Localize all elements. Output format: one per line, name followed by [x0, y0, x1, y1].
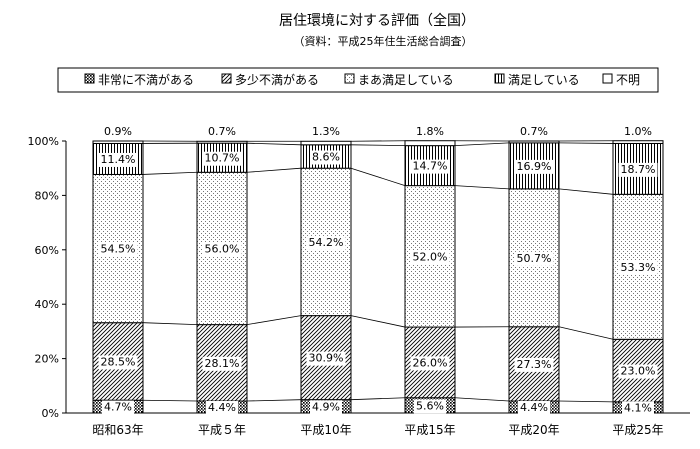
- data-label-3-0: 5.6%: [416, 399, 444, 412]
- data-label-0-3: 11.4%: [101, 153, 136, 166]
- data-label-0-2: 54.5%: [101, 243, 136, 256]
- x-tick-label-2: 平成10年: [300, 423, 351, 437]
- connector-4-0: [559, 401, 613, 402]
- connector-3-3: [455, 143, 509, 146]
- legend: 非常に不満がある 多少不満がある まあ満足している 満足している 不明: [85, 72, 640, 87]
- data-label-2-1: 30.9%: [309, 352, 344, 365]
- y-tick-label-2: 40%: [35, 298, 59, 311]
- data-label-1-2: 56.0%: [205, 242, 240, 255]
- legend-swatch-4: [603, 74, 612, 83]
- bar-segment-1-4: [197, 141, 247, 143]
- data-label-1-1: 28.1%: [205, 357, 240, 370]
- connector-0-1: [143, 323, 197, 325]
- data-label-2-3: 8.6%: [312, 151, 340, 164]
- data-label-0-0: 4.7%: [104, 401, 132, 414]
- connector-1-1: [247, 316, 301, 325]
- chart-title: 居住環境に対する評価（全国）: [279, 12, 475, 29]
- legend-label-3: 満足している: [508, 73, 580, 87]
- connector-1-2: [247, 168, 301, 172]
- data-label-4-4: 0.7%: [520, 125, 548, 138]
- data-label-3-1: 26.0%: [413, 356, 448, 369]
- data-label-1-0: 4.4%: [208, 401, 236, 414]
- x-tick-label-4: 平成20年: [508, 423, 559, 437]
- x-tick-label-1: 平成５年: [198, 423, 246, 437]
- legend-swatch-2: [345, 74, 354, 83]
- bar-segment-4-4: [509, 141, 559, 143]
- connector-2-1: [351, 316, 405, 327]
- connector-0-2: [143, 172, 197, 174]
- data-label-2-4: 1.3%: [312, 125, 340, 138]
- y-tick-label-4: 80%: [35, 189, 59, 202]
- data-label-4-2: 50.7%: [517, 252, 552, 265]
- data-label-5-0: 4.1%: [624, 401, 652, 414]
- y-tick-label-0: 0%: [42, 407, 59, 420]
- data-labels: 4.7% 28.5% 54.5% 11.4% 0.9% 4.4% 28.1% 56.0% 10.…: [99, 125, 658, 415]
- data-label-1-3: 10.7%: [205, 152, 240, 165]
- bars-group: [93, 141, 663, 413]
- legend-swatch-1: [222, 74, 231, 83]
- data-label-3-4: 1.8%: [416, 125, 444, 138]
- legend-label-2: まあ満足している: [358, 73, 454, 87]
- y-tick-label-5: 100%: [28, 135, 59, 148]
- connector-2-4: [351, 141, 405, 142]
- legend-label-0: 非常に不満がある: [98, 72, 194, 87]
- connector-1-0: [247, 400, 301, 401]
- y-tick-label-1: 20%: [35, 353, 59, 366]
- legend-label-1: 多少不満がある: [235, 72, 319, 87]
- bar-segment-3-4: [405, 141, 455, 146]
- connector-4-2: [559, 189, 613, 194]
- connector-0-0: [143, 400, 197, 401]
- data-label-1-4: 0.7%: [208, 125, 236, 138]
- connector-2-0: [351, 398, 405, 400]
- x-tick-label-0: 昭和63年: [92, 423, 143, 437]
- x-tick-label-5: 平成25年: [612, 423, 663, 437]
- data-label-4-1: 27.3%: [517, 358, 552, 371]
- connector-2-2: [351, 168, 405, 185]
- x-axis-labels: 昭和63年 平成５年 平成10年 平成15年 平成20年 平成25年: [92, 423, 663, 437]
- connector-3-2: [455, 186, 509, 189]
- data-label-5-1: 23.0%: [621, 365, 656, 378]
- data-label-4-0: 4.4%: [520, 401, 548, 414]
- y-tick-label-3: 60%: [35, 244, 59, 257]
- connector-4-3: [559, 143, 613, 144]
- data-label-3-2: 52.0%: [413, 250, 448, 263]
- connector-3-0: [455, 398, 509, 401]
- legend-swatch-3: [495, 74, 504, 83]
- data-label-3-3: 14.7%: [413, 160, 448, 173]
- data-label-5-4: 1.0%: [624, 125, 652, 138]
- data-label-0-1: 28.5%: [101, 355, 136, 368]
- data-label-0-4: 0.9%: [104, 125, 132, 138]
- data-label-2-0: 4.9%: [312, 400, 340, 413]
- legend-swatch-0: [85, 74, 94, 83]
- legend-label-4: 不明: [616, 73, 640, 87]
- bar-segment-0-4: [93, 141, 143, 143]
- data-label-4-3: 16.9%: [517, 160, 552, 173]
- bar-segment-2-4: [301, 141, 351, 145]
- x-tick-label-3: 平成15年: [404, 423, 455, 437]
- connector-4-1: [559, 327, 613, 340]
- data-label-2-2: 54.2%: [309, 236, 344, 249]
- connector-2-3: [351, 145, 405, 146]
- bar-segment-5-4: [613, 141, 663, 144]
- connector-1-3: [247, 143, 301, 145]
- data-label-5-3: 18.7%: [621, 163, 656, 176]
- chart-subtitle: （資料：平成25年住生活総合調査）: [294, 34, 473, 48]
- data-label-5-2: 53.3%: [621, 261, 656, 274]
